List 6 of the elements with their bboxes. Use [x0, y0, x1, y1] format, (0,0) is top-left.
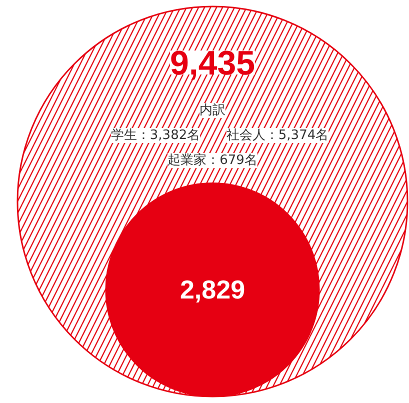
data-label: 2,829 [180, 274, 246, 305]
text: 社会人：5,374名 [226, 128, 329, 143]
text: 起業家：679名 [168, 152, 258, 168]
text: 学生：3,382名 [110, 128, 200, 143]
text: 内訳 [200, 103, 226, 118]
data-label: 9,435 [170, 44, 256, 82]
